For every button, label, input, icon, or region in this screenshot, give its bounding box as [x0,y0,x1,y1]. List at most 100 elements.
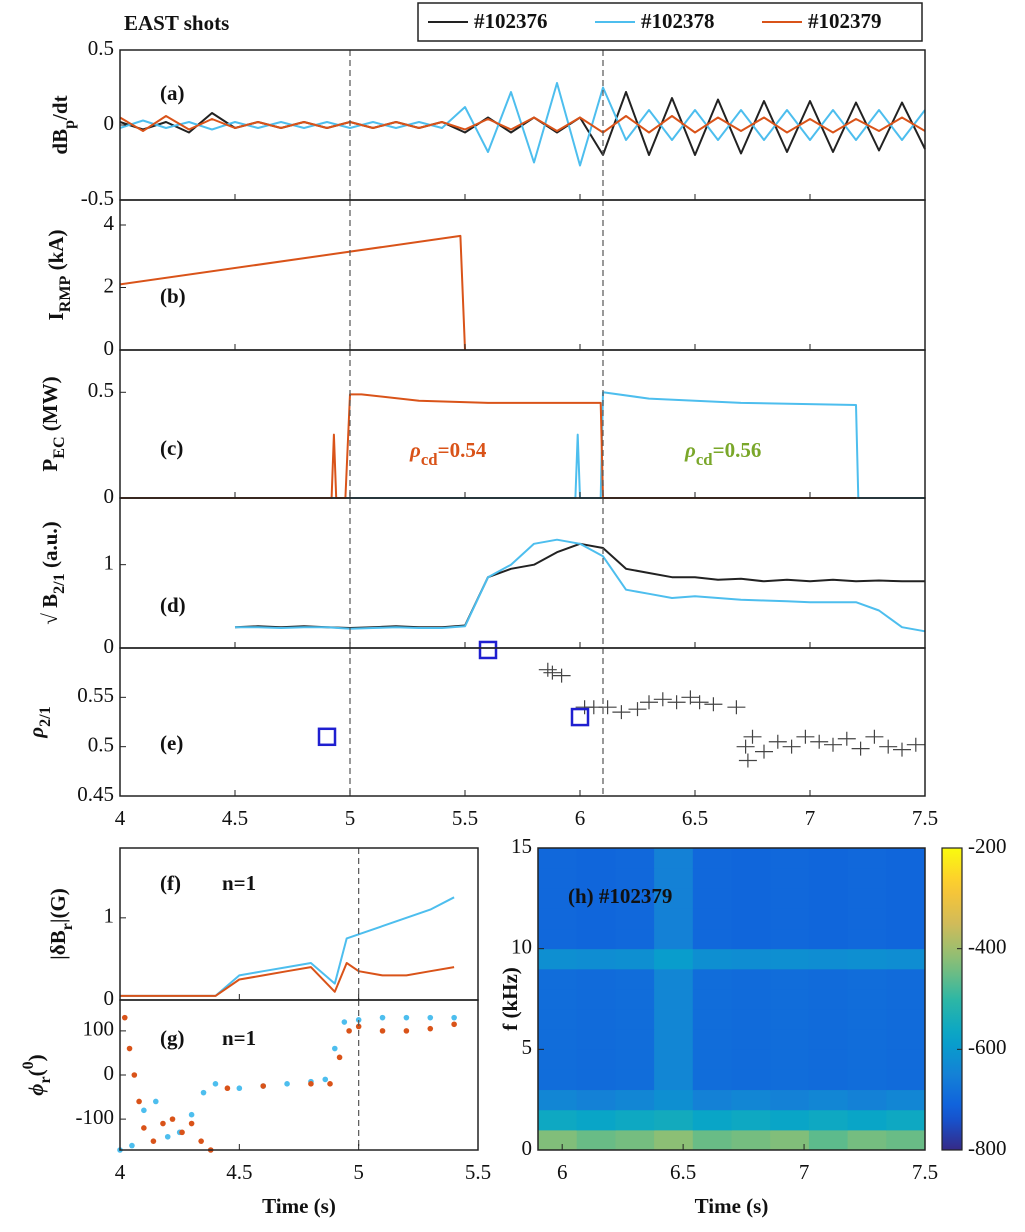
heatmap-cell [615,928,655,950]
x-tick-label: 7.5 [912,1160,938,1184]
plus-marker [612,705,631,720]
heatmap-cell [886,888,926,909]
dot-marker [131,1072,138,1078]
y-tick-label: 0 [104,1061,115,1085]
heatmap-cell [654,1129,694,1151]
heatmap-cell [692,1089,732,1111]
y-tick-label: 0 [104,336,115,360]
x-tick-label: 5.5 [465,1160,491,1184]
x-tick-label: 7.5 [912,806,938,830]
y-tick-label: 0.5 [88,36,114,60]
heatmap-cell [808,908,849,930]
dot-marker [200,1089,207,1096]
y-tick-label: 5 [522,1035,533,1059]
heatmap-cell [808,968,849,990]
heatmap-cell [770,928,810,950]
dot-marker [169,1116,176,1122]
axes-frame [537,847,926,1151]
heatmap-cell [808,848,849,869]
heatmap-cell [770,1129,810,1151]
label-part: |(G) [46,888,70,923]
heatmap-cell [886,988,926,1010]
label-part: |δB [46,930,70,960]
heatmap-cell [692,1129,732,1151]
heatmap-cell [731,928,771,950]
plus-marker [755,744,773,759]
heatmap-cell [847,1069,887,1091]
dot-marker [164,1133,171,1140]
y-tick-label: 0.5 [88,378,114,402]
heatmap-cell [692,1009,732,1030]
dot-marker [346,1028,352,1034]
heatmap-cell [576,948,616,970]
heatmap-cell [692,868,732,889]
legend-label: #102379 [808,9,882,33]
heatmap-cell [692,948,732,970]
heatmap-cell [654,1009,694,1030]
y-tick-label: -0.5 [81,186,114,210]
heatmap-cell [731,1049,771,1070]
label-part: (kA) [44,230,68,276]
heatmap-cell [654,888,694,909]
heatmap-cell [770,888,810,909]
plus-marker [667,695,686,710]
y-tick-label: -100 [76,1105,115,1129]
heatmap-cell [538,1029,578,1050]
x-tick-label: 4.5 [226,1160,252,1184]
plus-marker [681,690,700,705]
dot-marker [284,1081,290,1087]
axes-frame [119,497,926,649]
heatmap-cell [576,1129,616,1151]
label-part: =0.54 [438,438,487,462]
plus-marker [743,729,762,744]
x-tick-label: 6.5 [670,1160,696,1184]
y-tick-label: 1 [104,550,115,574]
heatmap-cell [576,928,616,950]
heatmap-cell [808,888,849,909]
heatmap-cell [770,968,810,990]
heatmap-cell [692,928,732,950]
dot-marker [153,1098,159,1105]
legend-box [417,2,923,42]
dot-marker [427,1014,434,1021]
heatmap-cell [886,928,926,950]
y-axis-label: PEC (MW) [38,376,68,471]
dot-marker [260,1083,267,1089]
dot-marker [308,1081,314,1087]
plus-marker [810,734,829,749]
colorbar-tick-label: -600 [968,1035,1007,1059]
dot-marker [427,1025,434,1032]
heatmap-cell [731,1109,771,1131]
heatmap-cell [731,888,771,909]
series-line [120,962,455,997]
heatmap-cell [847,1049,887,1070]
heatmap-cell [692,888,732,909]
heatmap-cell [576,1049,616,1070]
subscript: RMP [57,275,74,312]
plus-marker [796,729,815,744]
heatmap-cell [886,1069,926,1091]
panel-label: (d) [160,593,186,617]
heatmap-cell [731,968,771,990]
panel [117,1014,457,1153]
heatmap-cell [808,1109,849,1131]
annotation: ρcd=0.56 [684,438,761,470]
dot-marker [451,1014,457,1021]
dot-marker [188,1111,195,1118]
series-line [234,542,925,629]
heatmap-cell [692,988,732,1010]
heatmap-cell [538,968,578,990]
heatmap-cell [770,1009,810,1030]
heatmap-cell [770,1089,810,1111]
heatmap-cell [654,968,694,990]
colorbar-tick-label: -800 [968,1136,1007,1160]
heatmap-cell [847,908,887,930]
heatmap-cell [886,1109,926,1131]
heatmap-cell [847,968,887,990]
y-axis-label: ρ2/1 [24,706,54,738]
dot-marker [379,1028,386,1034]
subscript: r [37,1076,54,1083]
label-part: (MW) [38,376,62,436]
panel [119,82,926,167]
plus-marker [865,729,884,744]
